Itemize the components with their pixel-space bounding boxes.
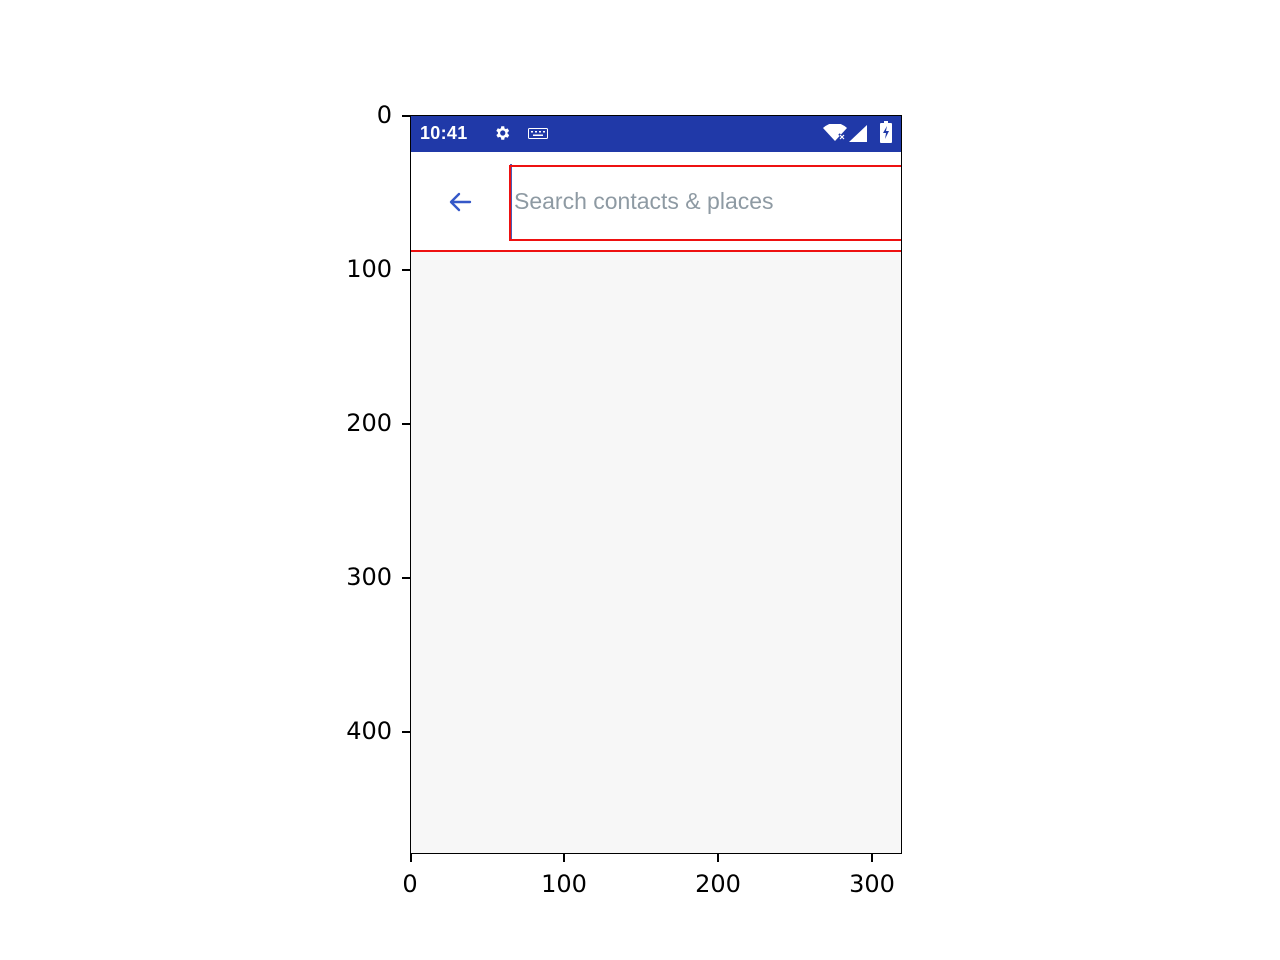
phone-screen: 10:41 <box>410 115 902 854</box>
x-tick <box>717 854 719 862</box>
search-toolbar <box>411 152 901 252</box>
signal-icon <box>849 125 867 142</box>
status-bar: 10:41 <box>411 116 901 152</box>
search-input[interactable] <box>510 164 900 239</box>
battery-icon <box>880 121 892 143</box>
y-tick <box>402 731 410 733</box>
wifi-icon <box>823 124 847 141</box>
y-tick-label: 0 <box>376 101 392 129</box>
y-tick <box>402 115 410 117</box>
y-tick <box>402 269 410 271</box>
y-tick <box>402 577 410 579</box>
keyboard-icon <box>528 128 548 139</box>
x-tick-label: 200 <box>695 870 741 898</box>
results-list <box>411 251 901 853</box>
x-tick <box>871 854 873 862</box>
y-tick-label: 300 <box>346 563 392 591</box>
y-tick-label: 400 <box>346 717 392 745</box>
x-tick-label: 0 <box>402 870 418 898</box>
y-tick-label: 200 <box>346 409 392 437</box>
x-tick <box>563 854 565 862</box>
arrow-left-icon[interactable] <box>444 186 476 218</box>
x-tick-label: 100 <box>541 870 587 898</box>
gear-icon <box>496 126 510 140</box>
x-tick <box>410 854 412 862</box>
y-tick-label: 100 <box>346 255 392 283</box>
y-tick <box>402 423 410 425</box>
status-time: 10:41 <box>420 123 468 143</box>
x-tick-label: 300 <box>849 870 895 898</box>
